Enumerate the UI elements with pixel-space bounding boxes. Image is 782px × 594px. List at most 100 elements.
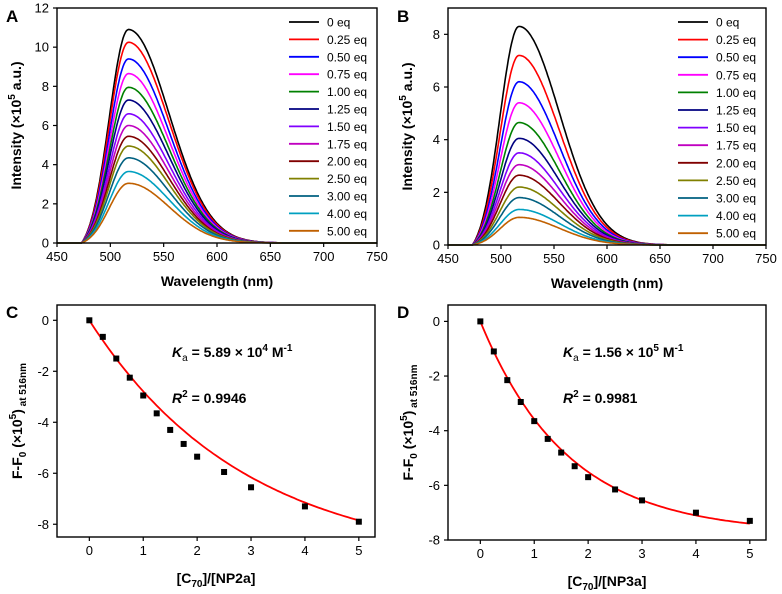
- legend-label: 5.00 eq: [716, 227, 756, 241]
- y-tick-label: 4: [433, 132, 440, 147]
- x-tick-label: 500: [490, 251, 512, 266]
- data-point: [517, 399, 524, 406]
- y-tick-label: -4: [428, 423, 440, 438]
- legend-label: 0.25 eq: [716, 33, 756, 47]
- x-tick-label: 700: [702, 251, 724, 266]
- y-tick-label: 4: [42, 157, 49, 172]
- panel-B: B 450 500 550 600 650 700 750 0 2 4 6 8 0 eq 0.25 eq 0.…: [397, 7, 777, 291]
- y-tick-label: 0: [42, 236, 49, 251]
- y-axis-label: Intensity (×105 a.u.): [398, 62, 415, 190]
- ka-annotation: Ka = 1.56 × 105 M-1: [563, 343, 684, 364]
- data-point: [140, 392, 147, 399]
- legend-label: 0.50 eq: [327, 50, 367, 64]
- x-tick-label: 450: [437, 251, 459, 266]
- r2-annotation: R2 = 0.9981: [563, 389, 638, 406]
- y-tick-label: 6: [433, 80, 440, 95]
- data-point: [639, 497, 646, 504]
- x-tick-label: 650: [649, 251, 671, 266]
- panel-label: A: [6, 7, 18, 26]
- legend-label: 1.75 eq: [716, 139, 756, 153]
- fit-curve: [88, 319, 360, 522]
- legend-label: 1.50 eq: [716, 121, 756, 135]
- y-tick-label: -2: [428, 369, 440, 384]
- data-point: [180, 440, 187, 447]
- data-point: [504, 377, 511, 384]
- legend-label: 1.75 eq: [327, 137, 367, 151]
- data-point: [544, 435, 551, 442]
- y-tick-label: 0: [433, 314, 440, 329]
- x-tick-label: 600: [596, 251, 618, 266]
- data-point: [248, 484, 255, 491]
- panel-label: C: [6, 303, 18, 322]
- data-point: [221, 468, 228, 475]
- panel-label: B: [397, 7, 409, 26]
- data-point: [531, 418, 538, 425]
- y-tick-label: -6: [37, 466, 49, 481]
- y-tick-label: 0: [42, 313, 49, 328]
- data-point: [301, 503, 308, 510]
- panel-D: D 0 1 2 3 4 5 0 -2 -4 -6 -8 Ka = 1.56 × 105 M-1 R2 = …: [397, 303, 767, 593]
- data-point: [126, 374, 133, 381]
- y-tick-label: 2: [433, 185, 440, 200]
- x-tick-label: 700: [313, 249, 335, 264]
- legend-label: 4.00 eq: [716, 209, 756, 223]
- legend-label: 1.00 eq: [327, 85, 367, 99]
- legend-label: 0 eq: [327, 16, 350, 30]
- data-point: [153, 410, 160, 417]
- legend-label: 0.75 eq: [716, 68, 756, 82]
- data-point: [86, 317, 93, 324]
- legend-label: 2.50 eq: [716, 174, 756, 188]
- panel-C: C 0 1 2 3 4 5 0 -2 -4 -6 -8 Ka = 5.89 × 104 M-1 R2 = …: [6, 303, 376, 590]
- x-tick-label: 600: [206, 249, 228, 264]
- plot-frame: [56, 304, 376, 538]
- x-tick-label: 3: [638, 546, 645, 561]
- r2-annotation: R2 = 0.9946: [172, 389, 247, 406]
- data-point: [558, 449, 565, 456]
- x-tick-label: 750: [366, 249, 388, 264]
- x-tick-label: 750: [755, 251, 777, 266]
- data-point: [355, 518, 362, 525]
- x-tick-label: 1: [531, 546, 538, 561]
- data-point: [194, 453, 201, 460]
- legend-label: 5.00 eq: [327, 224, 367, 238]
- y-tick-label: -6: [428, 478, 440, 493]
- legend-label: 2.00 eq: [716, 156, 756, 170]
- data-point: [746, 517, 753, 524]
- ka-annotation: Ka = 5.89 × 104 M-1: [172, 343, 293, 364]
- data-point: [571, 463, 578, 470]
- y-tick-label: 2: [42, 196, 49, 211]
- x-tick-label: 5: [355, 543, 362, 558]
- y-tick-label: 6: [42, 118, 49, 133]
- legend-label: 3.00 eq: [716, 192, 756, 206]
- y-tick-label: -2: [37, 364, 49, 379]
- x-tick-label: 500: [99, 249, 121, 264]
- y-tick-label: 12: [35, 1, 49, 16]
- data-point: [99, 333, 106, 340]
- y-tick-label: 8: [42, 79, 49, 94]
- x-tick-label: 1: [140, 543, 147, 558]
- y-tick-label: 8: [433, 27, 440, 42]
- legend-label: 2.00 eq: [327, 155, 367, 169]
- y-tick-label: 0: [433, 238, 440, 253]
- y-axis-label: Intensity (×105 a.u.): [7, 61, 24, 189]
- legend-label: 1.25 eq: [716, 104, 756, 118]
- y-axis-label: F-F0 (×105) at 516nm: [8, 363, 29, 479]
- x-tick-label: 650: [259, 249, 281, 264]
- y-tick-label: -8: [428, 533, 440, 548]
- x-tick-label: 5: [746, 546, 753, 561]
- x-tick-label: 2: [585, 546, 592, 561]
- legend-label: 0.75 eq: [327, 68, 367, 82]
- legend-label: 4.00 eq: [327, 207, 367, 221]
- data-point: [490, 348, 497, 355]
- data-point: [477, 318, 484, 325]
- plot-frame: [447, 304, 767, 541]
- x-axis-label: Wavelength (nm): [161, 273, 273, 289]
- legend-label: 1.25 eq: [327, 103, 367, 117]
- y-tick-label: 10: [35, 40, 49, 55]
- legend-label: 0 eq: [716, 16, 739, 30]
- legend-label: 0.50 eq: [716, 51, 756, 65]
- x-tick-label: 550: [543, 251, 565, 266]
- y-axis-label: F-F0 (×105) at 516nm: [399, 364, 420, 480]
- legend-label: 1.00 eq: [716, 86, 756, 100]
